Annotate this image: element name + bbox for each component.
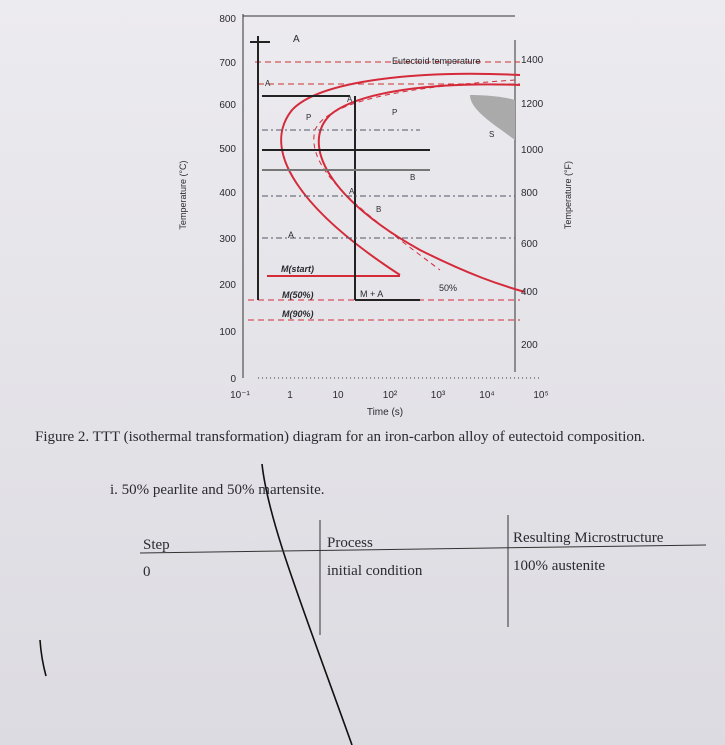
y-tick-label: 300 <box>219 234 236 245</box>
annotation: B <box>376 205 381 214</box>
annotation: A <box>349 187 355 196</box>
start-curve <box>280 72 521 276</box>
table-lines <box>139 515 707 635</box>
pen-stroke <box>261 463 353 745</box>
question: i. 50% pearlite and 50% martensite. <box>110 482 325 498</box>
table-cell: initial condition <box>327 563 423 579</box>
eutectoid-line <box>255 61 520 85</box>
y-axis-label: Temperature (°C) <box>178 160 188 229</box>
y2-tick-label: 1000 <box>521 145 544 156</box>
annotation: A <box>288 230 294 240</box>
annotation: A <box>347 95 353 104</box>
x-axis-label: Time (s) <box>367 407 403 418</box>
pen-mark <box>39 639 47 677</box>
y2-axis-label: Temperature (°F) <box>563 161 573 229</box>
y2-tick-label: 400 <box>521 287 538 298</box>
y2-tick-label: 1200 <box>521 99 544 110</box>
y-tick-label: 500 <box>219 144 236 155</box>
y-tick-label: 600 <box>219 100 236 111</box>
dash-lines <box>262 129 515 239</box>
annotation: S <box>489 130 494 139</box>
x-tick-label: 10⁻¹ <box>230 390 250 401</box>
annotation: M(90%) <box>282 309 314 319</box>
x-tick-label: 10 <box>332 390 344 401</box>
annotation: P <box>392 108 397 117</box>
finish-curve <box>317 83 526 293</box>
y2-tick-label: 1400 <box>521 55 544 66</box>
table-header: Resulting Microstructure <box>513 530 664 546</box>
x-tick-label: 10⁵ <box>533 390 548 401</box>
x-tick-label: 10³ <box>431 390 446 401</box>
y-tick-label: 100 <box>219 327 236 338</box>
annotation: A <box>293 34 300 45</box>
annotation: A <box>265 79 271 88</box>
table-header: Process <box>327 535 373 551</box>
annotation: M(50%) <box>282 290 314 300</box>
y-tick-label: 800 <box>219 14 236 25</box>
annotation: B <box>410 173 415 182</box>
y2-tick-label: 800 <box>521 188 538 199</box>
annotation: 50% <box>439 283 457 293</box>
annotation: M + A <box>360 289 383 299</box>
header-rule <box>139 544 707 554</box>
annotation: P <box>306 113 311 122</box>
x-tick-label: 1 <box>287 390 293 401</box>
x-tick-label: 10² <box>383 390 398 401</box>
y-tick-label: 400 <box>219 188 236 199</box>
ttt-diagram <box>242 14 540 379</box>
table-cell: 100% austenite <box>513 558 605 574</box>
table-cell: 0 <box>143 564 151 580</box>
handwriting <box>39 463 353 745</box>
y-tick-label: 200 <box>219 280 236 291</box>
y-tick-label: 700 <box>219 58 236 69</box>
cooling-path <box>250 36 430 301</box>
y2-tick-label: 200 <box>521 340 538 351</box>
annotation: Eutectoid temperature <box>392 56 481 66</box>
figure-caption: Figure 2. TTT (isothermal transformation… <box>35 429 645 445</box>
x-tick-label: 10⁴ <box>479 390 494 401</box>
shaded-region <box>470 95 515 140</box>
y2-tick-label: 600 <box>521 239 538 250</box>
annotation: M(start) <box>281 264 314 274</box>
y-tick-label: 0 <box>230 374 236 385</box>
table-header: Step <box>143 537 170 553</box>
